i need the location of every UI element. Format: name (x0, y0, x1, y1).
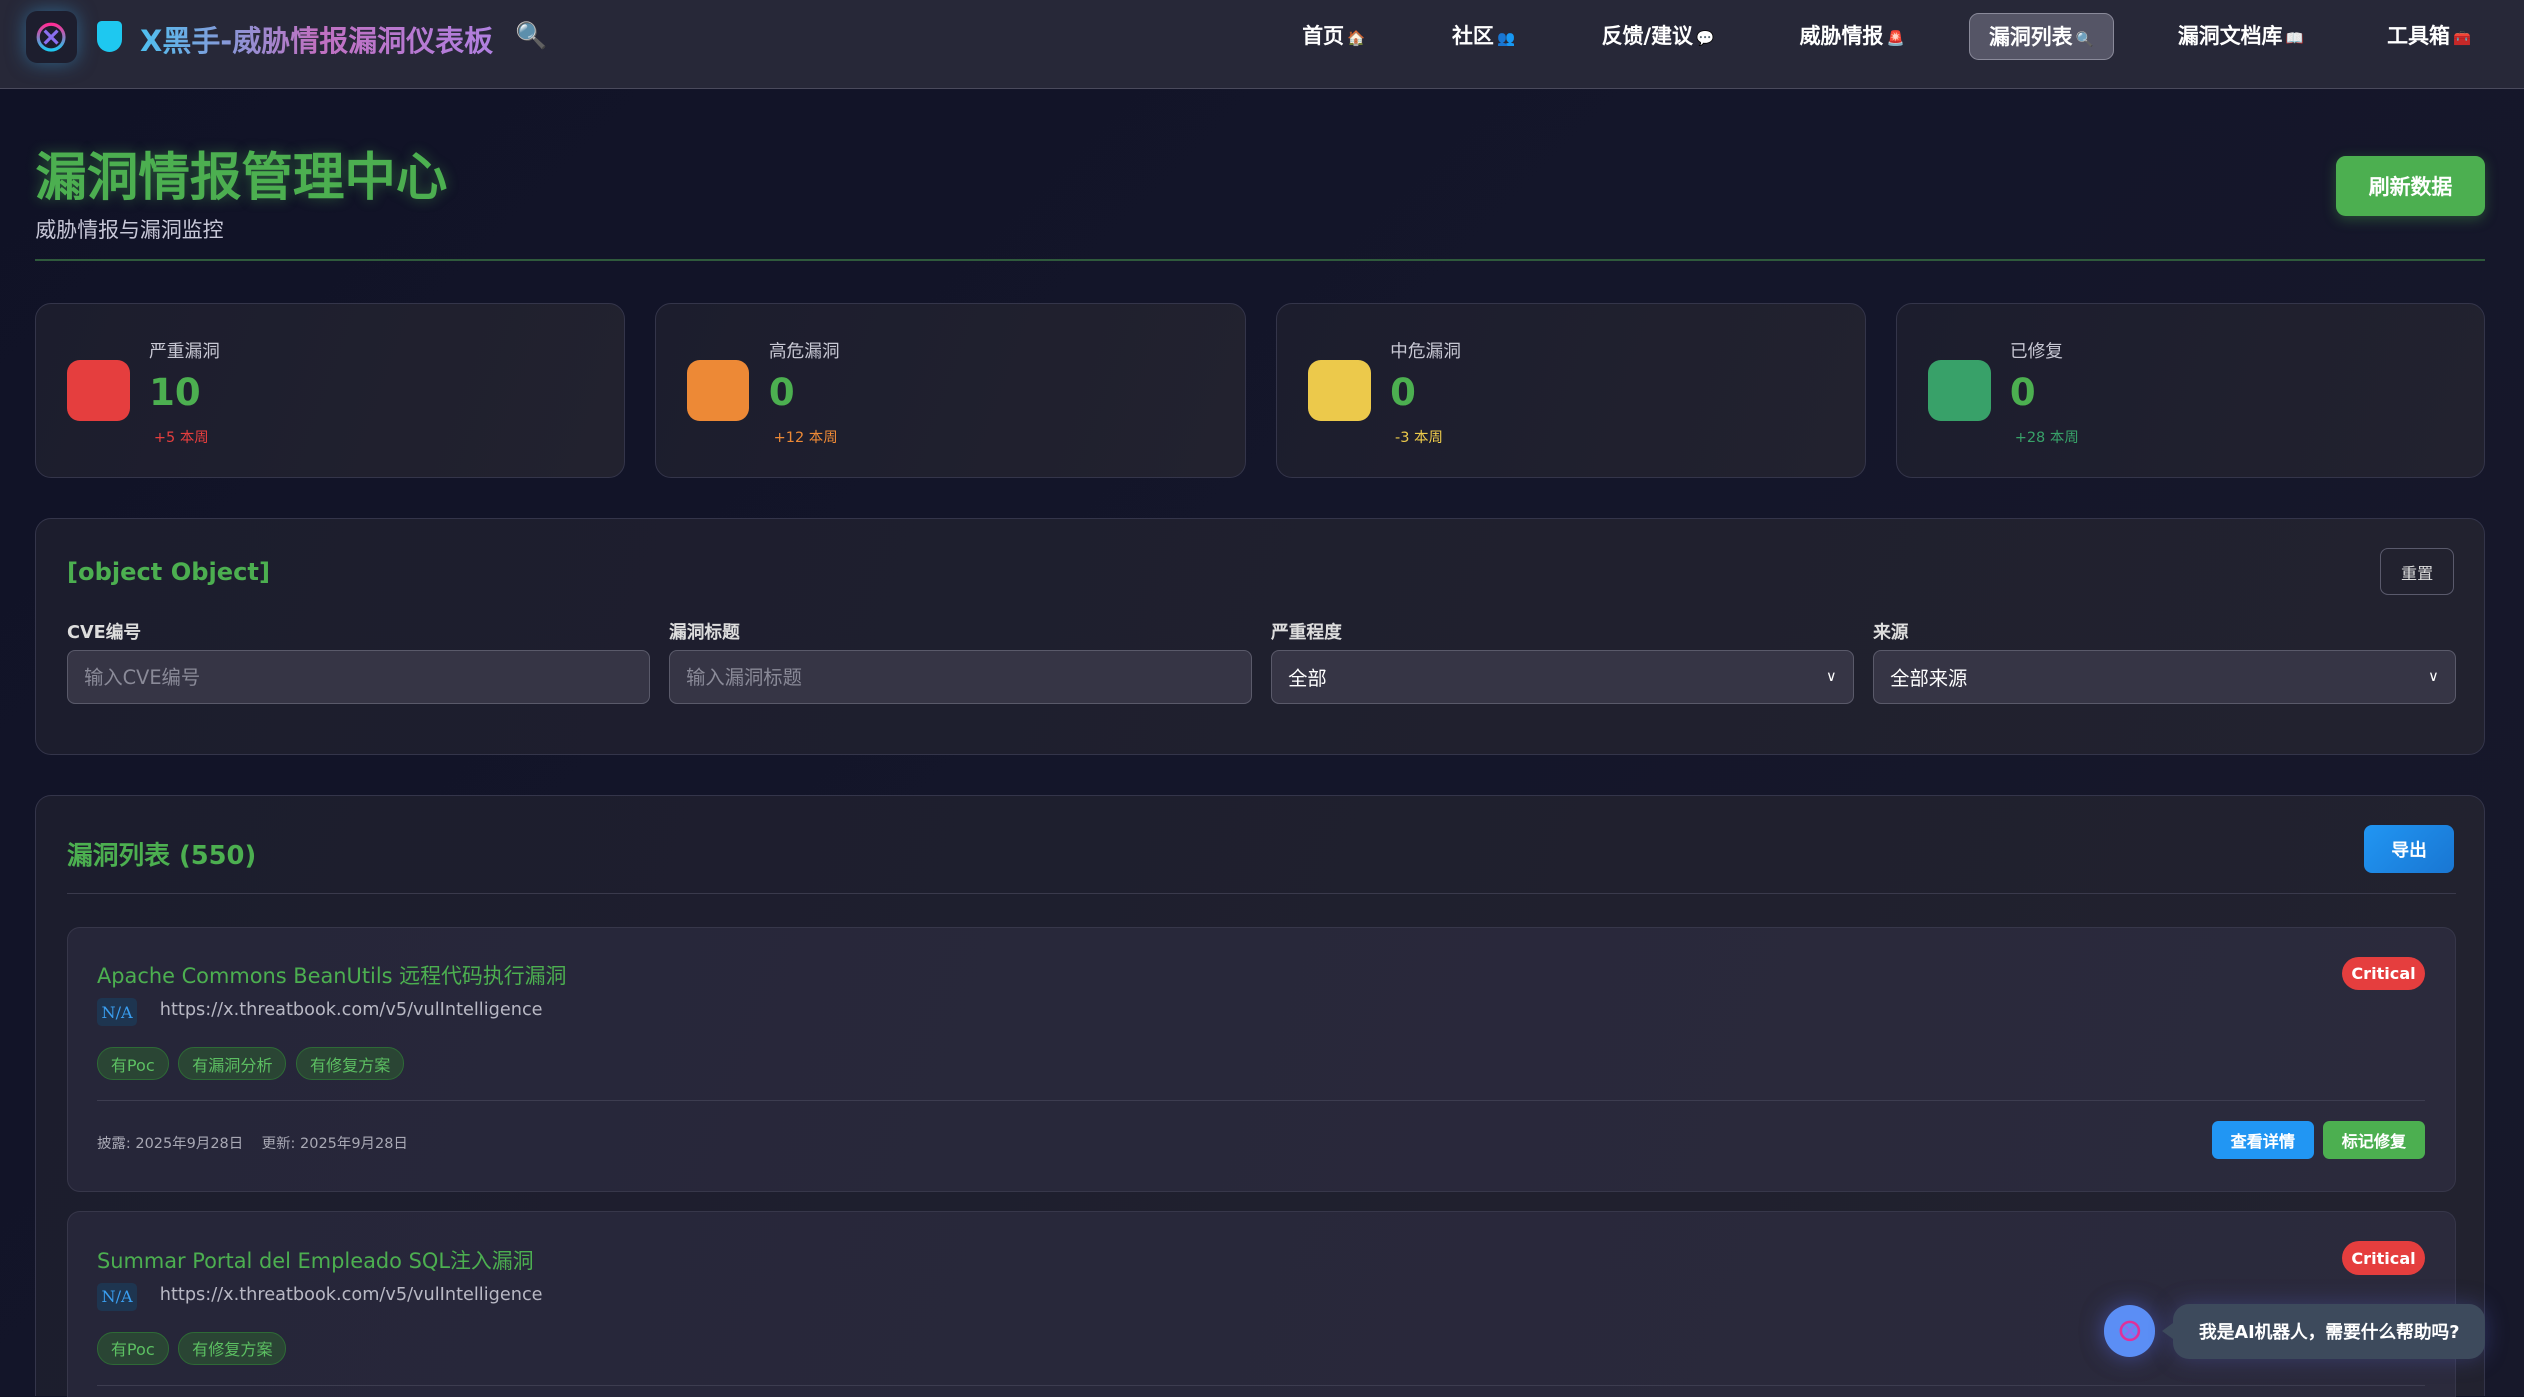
stat-card-medium: 中危漏洞 0 -3 本周 (1276, 302, 1866, 479)
filter-title: [object Object] (66, 557, 270, 586)
stat-label: 已修复 (2009, 342, 2063, 363)
refresh-data-button[interactable]: 刷新数据 (2335, 156, 2486, 216)
dates: 披露: 2025年9月28日 更新: 2025年9月28日 (97, 1132, 408, 1153)
tag: 有漏洞分析 (178, 1046, 287, 1081)
nav-label: 漏洞文档库 (2177, 23, 2283, 48)
vuln-item: Apache Commons BeanUtils 远程代码执行漏洞 N/A ht… (66, 926, 2456, 1193)
nav-community[interactable]: 社区 👥 (1433, 13, 1535, 60)
nav-vuln-docs[interactable]: 漏洞文档库 📖 (2159, 13, 2323, 60)
fixed-color-icon (1927, 359, 1991, 422)
stat-card-fixed: 已修复 0 +28 本周 (1896, 302, 2486, 479)
severity-select[interactable]: 全部 ∨ (1271, 649, 1854, 705)
house-icon: 🏠 (1347, 30, 1366, 47)
vuln-item: Summar Portal del Empleado SQL注入漏洞 N/A h… (66, 1211, 2456, 1397)
stat-label: 中危漏洞 (1390, 342, 1461, 363)
magnifier-icon: 🔍 (515, 20, 548, 51)
tag-list: 有Poc 有漏洞分析 有修复方案 (96, 1046, 405, 1081)
source-select[interactable]: 全部来源 ∨ (1873, 649, 2456, 705)
filter-panel: [object Object] 重置 CVE编号 漏洞标题 严重程度 来源 全部… (35, 518, 2486, 755)
source-label: 来源 (1873, 622, 1909, 643)
vuln-title-link[interactable]: Apache Commons BeanUtils 远程代码执行漏洞 (96, 963, 567, 988)
item-divider (96, 1099, 2425, 1102)
cve-label: CVE编号 (66, 622, 142, 643)
updated-date: 更新: 2025年9月28日 (261, 1135, 408, 1152)
critical-color-icon (66, 359, 130, 422)
mark-fixed-button[interactable]: 标记修复 (2323, 1120, 2425, 1160)
tag: 有Poc (96, 1046, 169, 1081)
reset-button[interactable]: 重置 (2380, 548, 2455, 595)
list-divider (66, 892, 2456, 895)
stat-card-high: 高危漏洞 0 +12 本周 (655, 302, 1246, 479)
title-input-field[interactable] (686, 665, 1235, 689)
chevron-down-icon: ∨ (1826, 669, 1837, 686)
stat-change: +28 本周 (2014, 429, 2079, 446)
source-url[interactable]: https://x.threatbook.com/v5/vulIntellige… (159, 1284, 543, 1305)
severity-badge: Critical (2342, 1241, 2425, 1276)
stat-card-critical: 严重漏洞 10 +5 本周 (35, 302, 625, 479)
tag: 有修复方案 (296, 1046, 405, 1081)
brand-title: X黑手-威胁情报漏洞仪表板 (140, 18, 493, 60)
list-title: 漏洞列表 (550) (66, 840, 257, 871)
severity-badge: Critical (2342, 956, 2425, 991)
logo-icon[interactable] (25, 11, 78, 63)
stat-change: +5 本周 (153, 429, 209, 446)
nav-label: 工具箱 (2387, 23, 2450, 48)
title-label: 漏洞标题 (669, 622, 740, 643)
page-title: 漏洞情报管理中心 (35, 148, 448, 209)
chatbot-avatar-button[interactable] (2103, 1305, 2156, 1357)
top-navbar: X黑手-威胁情报漏洞仪表板 🔍 首页 🏠 社区 👥 反馈/建议 💬 威胁情报 🚨 漏洞列… (0, 0, 2524, 89)
nav-vuln-list[interactable]: 漏洞列表 🔍 (1968, 12, 2115, 60)
nav-label: 威胁情报 (1799, 23, 1884, 48)
siren-icon: 🚨 (1886, 30, 1905, 47)
header-divider (35, 259, 2486, 261)
stat-change: -3 本周 (1394, 429, 1443, 446)
source-value: 全部来源 (1890, 667, 1968, 691)
nav-threat-intel[interactable]: 威胁情报 🚨 (1780, 13, 1923, 60)
cve-badge: N/A (96, 1283, 138, 1311)
cve-input[interactable] (66, 649, 650, 705)
stat-value: 0 (2009, 371, 2036, 415)
nav-label: 反馈/建议 (1601, 23, 1693, 48)
page-subtitle: 威胁情报与漏洞监控 (35, 218, 224, 243)
robot-logo-icon (2119, 1320, 2140, 1342)
stat-change: +12 本周 (773, 429, 838, 446)
people-icon: 👥 (1496, 30, 1515, 47)
source-url[interactable]: https://x.threatbook.com/v5/vulIntellige… (159, 999, 543, 1020)
published-date: 披露: 2025年9月28日 (96, 1135, 244, 1152)
shield-icon (96, 20, 123, 52)
severity-value: 全部 (1288, 667, 1327, 691)
nav-feedback[interactable]: 反馈/建议 💬 (1582, 13, 1733, 60)
stat-value: 0 (768, 371, 795, 415)
item-divider (96, 1384, 2425, 1387)
cve-input-field[interactable] (84, 665, 633, 689)
speech-bubble-icon: 💬 (1696, 30, 1715, 47)
book-icon: 📖 (2285, 30, 2304, 47)
magnifier-icon: 🔍 (2075, 31, 2094, 48)
stat-label: 高危漏洞 (768, 342, 840, 363)
title-input[interactable] (669, 649, 1252, 705)
high-color-icon (686, 359, 750, 422)
cve-badge: N/A (96, 998, 138, 1026)
nav-label: 首页 (1302, 23, 1345, 48)
nav-label: 社区 (1451, 23, 1494, 48)
nav-label: 漏洞列表 (1988, 24, 2073, 49)
tag: 有修复方案 (178, 1331, 287, 1366)
stat-value: 0 (1390, 371, 1416, 415)
nav-home[interactable]: 首页 🏠 (1283, 13, 1385, 60)
export-button[interactable]: 导出 (2364, 825, 2455, 874)
stat-label: 严重漏洞 (149, 342, 220, 363)
chatbot-bubble[interactable]: 我是AI机器人，需要什么帮助吗? (2161, 1303, 2486, 1359)
tag: 有Poc (96, 1331, 169, 1366)
chevron-down-icon: ∨ (2428, 669, 2439, 686)
vuln-title-link[interactable]: Summar Portal del Empleado SQL注入漏洞 (96, 1248, 534, 1273)
toolbox-icon: 🧰 (2453, 30, 2472, 47)
vuln-list-panel: 漏洞列表 (550) 导出 Apache Commons BeanUtils 远… (35, 795, 2486, 1397)
stat-value: 10 (149, 371, 201, 415)
tag-list: 有Poc 有修复方案 (96, 1331, 287, 1366)
medium-color-icon (1308, 359, 1371, 422)
nav-toolbox[interactable]: 工具箱 🧰 (2368, 13, 2491, 60)
view-details-button[interactable]: 查看详情 (2212, 1120, 2314, 1160)
severity-label: 严重程度 (1271, 622, 1342, 643)
